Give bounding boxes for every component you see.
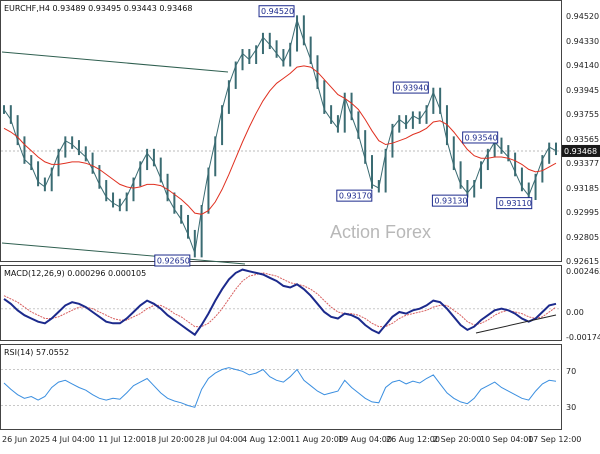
price-annotation-label: 0.93110 [499,199,532,208]
price-annotation-box [154,254,191,267]
current-price-tag [562,144,600,157]
macd-y-tick: 0.002463 [566,267,600,276]
price-y-tick: 0.93377 [566,159,599,168]
macd-y-tick: -0.00174 [566,333,600,342]
x-tick-label: 26 Jun 2025 [2,435,50,444]
price-annotation-label: 0.94520 [261,7,294,16]
price-annotation-label: 0.93540 [465,133,498,142]
price-annotation-box [431,194,468,207]
x-tick-label: 11 Jul 12:00 [98,435,146,444]
price-y-tick: 0.92805 [566,233,599,242]
price-panel-frame [0,0,562,262]
price-annotation-label: 0.93170 [339,192,372,201]
price-annotation-box [258,5,295,18]
macd-y-tick: 0.00 [566,308,584,317]
rsi-line [3,367,557,408]
channel-lower-line [1,242,246,265]
price-annotation-label: 0.93940 [395,84,428,93]
macd-panel-title: MACD(12,26,9) 0.000296 0.000105 [4,269,146,278]
price-annotation-label: 0.93130 [434,197,467,206]
price-y-tick: 0.93945 [566,86,599,95]
price-annotation-box [336,189,373,202]
price-y-tick: 0.92615 [566,257,599,266]
moving-average-line [3,65,557,215]
price-y-tick: 0.94520 [566,12,599,21]
x-tick-label: 28 Jul 04:00 [195,435,243,444]
x-tick-label: 4 Aug 12:00 [242,435,291,444]
macd-signal-line [3,272,557,328]
rsi-y-tick: 70 [566,367,576,376]
price-y-tick: 0.93565 [566,135,599,144]
x-tick-label: 18 Jul 20:00 [146,435,194,444]
price-annotations: 0.94520 0.93940 0.93540 0.93170 0.93130 0.931… [154,5,533,267]
price-series: 0.93468 [1,15,600,258]
x-tick-label: 4 Jul 04:00 [52,435,95,444]
rsi-y-tick: 30 [566,403,576,412]
price-line [3,17,557,254]
channel-upper-line [1,51,229,73]
price-annotation-box [496,197,533,210]
price-panel-title: EURCHF,H4 0.93489 0.93495 0.93443 0.9346… [4,4,192,13]
rsi-panel-title: RSI(14) 57.0552 [4,348,69,357]
macd-series [1,268,561,337]
rsi-panel-frame [0,344,562,430]
price-y-tick: 0.94140 [566,61,599,70]
x-tick-label: 10 Sep 04:00 [480,435,533,444]
price-y-tick: 0.93185 [566,184,599,193]
current-price-value: 0.93468 [564,147,597,156]
price-y-tick: 0.94330 [566,37,599,46]
x-tick-label: 11 Aug 20:00 [290,435,344,444]
x-tick-label: 17 Sep 12:00 [528,435,581,444]
price-y-tick: 0.92995 [566,208,599,217]
watermark-text: Action Forex [330,222,431,242]
x-tick-label: 19 Aug 04:00 [338,435,392,444]
price-annotation-box [392,81,429,94]
x-tick-label: 26 Aug 12:00 [386,435,440,444]
x-tick-label: 2 Sep 20:00 [433,435,481,444]
macd-trendline [475,314,557,334]
rsi-series [1,367,561,408]
price-annotation-label: 0.92650 [157,257,190,266]
channel-lines [1,51,246,265]
macd-main-line [3,268,557,337]
price-annotation-box [462,131,499,144]
price-y-tick: 0.93755 [566,110,599,119]
